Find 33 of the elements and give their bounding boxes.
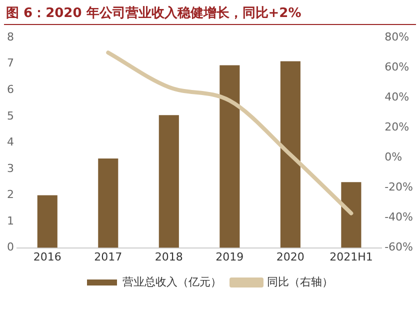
x-tick-label: 2020 bbox=[276, 250, 304, 264]
y-tick-label: 0 bbox=[7, 240, 14, 254]
bar bbox=[98, 158, 118, 248]
x-tick-label: 2017 bbox=[94, 250, 122, 264]
x-tick-label: 2016 bbox=[33, 250, 62, 264]
bar bbox=[220, 65, 240, 248]
y2-tick-label: 40% bbox=[384, 90, 410, 104]
y2-tick-label: 60% bbox=[384, 60, 410, 74]
bar bbox=[280, 61, 300, 248]
y-tick-label: 3 bbox=[7, 162, 14, 175]
y2-tick-label: 20% bbox=[384, 120, 410, 134]
y-tick-label: 5 bbox=[7, 109, 14, 122]
y-tick-label: 4 bbox=[7, 136, 14, 149]
y-tick-label: 7 bbox=[7, 56, 14, 70]
x-tick-label: 2019 bbox=[216, 250, 244, 264]
y2-tick-label: -40% bbox=[384, 210, 414, 224]
line-series bbox=[106, 50, 354, 216]
bar bbox=[158, 115, 179, 248]
y2-tick-label: -20% bbox=[384, 180, 414, 194]
y-tick-label: 6 bbox=[7, 83, 14, 96]
y2-tick-label: 80% bbox=[384, 30, 410, 44]
y-tick-label: 2 bbox=[7, 188, 14, 202]
y2-tick-label: -60% bbox=[384, 240, 414, 254]
y-tick-label: 1 bbox=[7, 214, 14, 228]
bar bbox=[37, 195, 58, 248]
x-tick-label: 2018 bbox=[154, 250, 183, 264]
x-tick-label: 2021H1 bbox=[330, 250, 373, 264]
chart-title: 图 6：2020 年公司营业收入稳健增长，同比+2% bbox=[6, 4, 302, 22]
y-tick-label: 8 bbox=[7, 30, 14, 44]
bar bbox=[341, 182, 362, 248]
legend-label: 营业总收入（亿元） bbox=[122, 275, 222, 288]
legend-label: 同比（右轴） bbox=[267, 275, 333, 288]
y2-tick-label: 0% bbox=[384, 150, 402, 164]
